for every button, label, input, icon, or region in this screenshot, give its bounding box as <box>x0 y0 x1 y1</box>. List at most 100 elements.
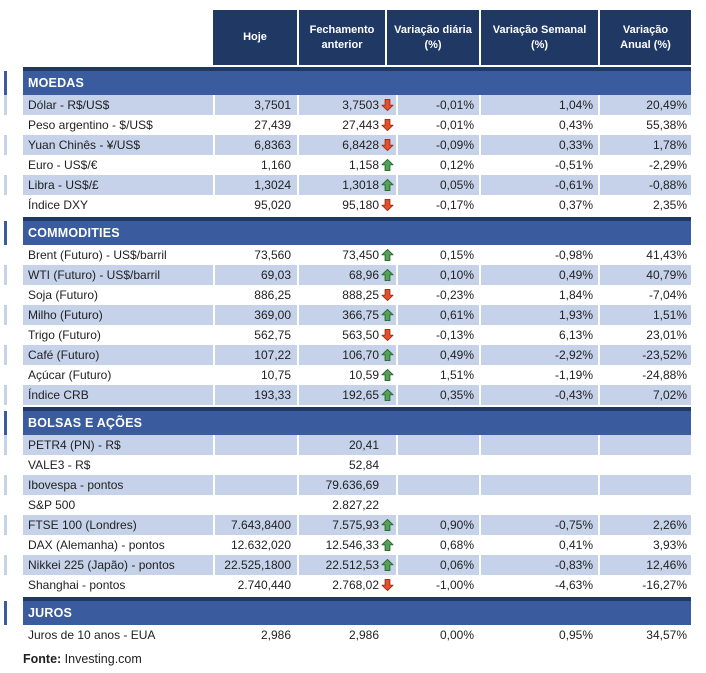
row-gap <box>7 365 23 385</box>
trend-arrow-slot <box>379 385 396 405</box>
row-label: Soja (Futuro) <box>23 285 213 305</box>
row-edge-sliver <box>4 625 7 645</box>
row-edge-sliver <box>4 385 7 405</box>
row-label: Libra - US$/£ <box>23 175 213 195</box>
section-title: COMMODITIES <box>23 221 691 245</box>
row-edge-sliver <box>4 535 7 555</box>
row-edge-sliver <box>4 345 7 365</box>
cell-hoje: 193,33 <box>213 385 297 405</box>
trend-arrow-slot <box>379 115 396 135</box>
cell-fechamento-anterior: 106,70 <box>297 345 396 365</box>
cell-fechamento-anterior: 192,65 <box>297 385 396 405</box>
column-header-hoje: Hoje <box>213 10 297 65</box>
cell-variacao-semanal <box>479 475 598 495</box>
fechamento-value: 22.512,53 <box>325 558 379 572</box>
row-edge-sliver <box>4 305 7 325</box>
fechamento-value: 2.768,02 <box>332 578 379 592</box>
fechamento-value: 73,450 <box>342 248 379 262</box>
cell-variacao-anual: 1,78% <box>598 135 691 155</box>
row-edge-sliver <box>4 555 7 575</box>
row-gap <box>7 285 23 305</box>
section-header: COMMODITIES <box>4 221 706 245</box>
cell-variacao-anual: 7,02% <box>598 385 691 405</box>
trend-arrow-slot <box>379 195 396 215</box>
cell-variacao-diaria <box>396 455 479 475</box>
column-header-label: Hoje <box>243 31 267 44</box>
cell-hoje: 2,986 <box>213 625 297 645</box>
section-header: BOLSAS E AÇÕES <box>4 411 706 435</box>
column-header-variacao-semanal: Variação Semanal (%) <box>479 10 598 65</box>
fechamento-value: 2.827,22 <box>332 498 379 512</box>
row-edge-sliver <box>4 475 7 495</box>
row-edge-sliver <box>4 195 7 215</box>
section-edge-sliver <box>4 601 7 625</box>
cell-variacao-semanal <box>479 435 598 455</box>
cell-variacao-diaria: 0,35% <box>396 385 479 405</box>
column-header-row: Hoje Fechamento anterior Variação diária… <box>213 10 691 65</box>
cell-variacao-semanal: -0,98% <box>479 245 598 265</box>
fechamento-value: 106,70 <box>342 348 379 362</box>
row-gap <box>7 555 23 575</box>
row-gap <box>7 495 23 515</box>
row-label: WTI (Futuro) - US$/barril <box>23 265 213 285</box>
section-top-border <box>23 217 691 221</box>
section-edge-sliver <box>4 221 7 245</box>
row-label: DAX (Alemanha) - pontos <box>23 535 213 555</box>
section-top-border <box>23 407 691 411</box>
row-edge-sliver <box>4 95 7 115</box>
table-row: WTI (Futuro) - US$/barril 69,03 68,96 0,10%… <box>4 265 706 285</box>
cell-hoje <box>213 455 297 475</box>
row-gap <box>7 455 23 475</box>
trend-down-icon <box>381 288 394 302</box>
fechamento-value: 27,443 <box>342 118 379 132</box>
column-header-label: Fechamento <box>309 23 375 36</box>
cell-variacao-semanal <box>479 455 598 475</box>
cell-variacao-anual <box>598 495 691 515</box>
trend-up-icon <box>381 538 394 552</box>
row-label: Dólar - R$/US$ <box>23 95 213 115</box>
table-row: Brent (Futuro) - US$/barril 73,560 73,450 0… <box>4 245 706 265</box>
row-edge-sliver <box>4 365 7 385</box>
table-row: Açúcar (Futuro) 10,75 10,59 1,51% -1,19% -24,… <box>4 365 706 385</box>
cell-hoje <box>213 435 297 455</box>
cell-hoje: 95,020 <box>213 195 297 215</box>
cell-fechamento-anterior: 68,96 <box>297 265 396 285</box>
section-gap <box>7 71 23 95</box>
fechamento-value: 888,25 <box>342 288 379 302</box>
cell-variacao-diaria: -0,09% <box>396 135 479 155</box>
trend-down-icon <box>381 328 394 342</box>
cell-fechamento-anterior: 563,50 <box>297 325 396 345</box>
fechamento-value: 3,7503 <box>342 98 379 112</box>
cell-variacao-diaria: 0,15% <box>396 245 479 265</box>
cell-variacao-anual: 2,26% <box>598 515 691 535</box>
trend-arrow-slot <box>379 365 396 385</box>
cell-variacao-anual: 1,51% <box>598 305 691 325</box>
cell-hoje: 12.632,020 <box>213 535 297 555</box>
cell-variacao-semanal: 0,33% <box>479 135 598 155</box>
column-header-fechamento-anterior: Fechamento anterior <box>297 10 385 65</box>
cell-fechamento-anterior: 2.827,22 <box>297 495 396 515</box>
cell-variacao-semanal: 0,49% <box>479 265 598 285</box>
cell-variacao-anual <box>598 475 691 495</box>
table-row: PETR4 (PN) - R$ 20,41 <box>4 435 706 455</box>
trend-arrow-slot <box>379 625 396 645</box>
cell-fechamento-anterior: 1,158 <box>297 155 396 175</box>
row-gap <box>7 325 23 345</box>
table-row: S&P 500 2.827,22 <box>4 495 706 515</box>
row-label: S&P 500 <box>23 495 213 515</box>
row-gap <box>7 575 23 595</box>
cell-variacao-diaria: -0,01% <box>396 95 479 115</box>
table-row: Peso argentino - $/US$ 27,439 27,443 -0,01%… <box>4 115 706 135</box>
section-gap <box>7 601 23 625</box>
cell-fechamento-anterior: 27,443 <box>297 115 396 135</box>
row-edge-sliver <box>4 495 7 515</box>
cell-hoje: 3,7501 <box>213 95 297 115</box>
table-row: Yuan Chinês - ¥/US$ 6,8363 6,8428 -0,09% 0,3… <box>4 135 706 155</box>
row-gap <box>7 305 23 325</box>
cell-variacao-diaria <box>396 435 479 455</box>
cell-variacao-semanal: -0,75% <box>479 515 598 535</box>
trend-up-icon <box>381 368 394 382</box>
cell-hoje: 369,00 <box>213 305 297 325</box>
cell-variacao-anual: -7,04% <box>598 285 691 305</box>
cell-hoje: 7.643,8400 <box>213 515 297 535</box>
